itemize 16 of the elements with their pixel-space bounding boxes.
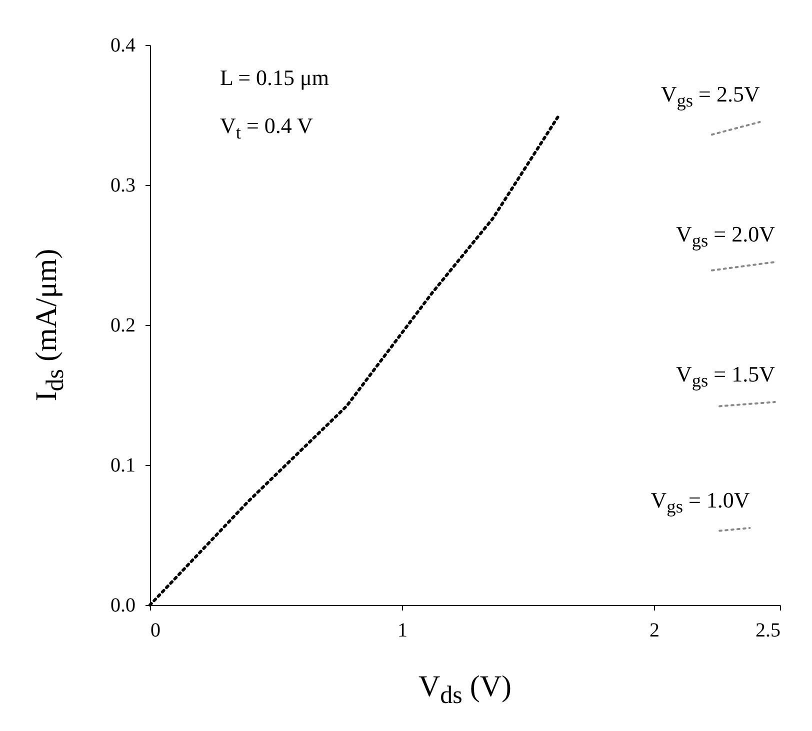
- y-tick-label: 0.2: [110, 314, 136, 336]
- x-tick-label: 0: [150, 620, 160, 642]
- y-tick-label: 0.4: [110, 34, 136, 56]
- y-tick-label: 0.1: [110, 454, 136, 476]
- series-label: V$_{gs}$ = 2.0V: [676, 221, 775, 251]
- x-tick-label: 2.5: [756, 620, 780, 642]
- y-tick-label: 0.3: [110, 174, 136, 196]
- y-tick-label: 0.0: [110, 594, 136, 616]
- series-label: V$_{gs}$ = 1.5V: [676, 361, 775, 391]
- series-label: V$_{gs}$ = 1.0V: [650, 487, 750, 517]
- x-tick-label: 1: [398, 620, 408, 642]
- x-tick-label: 2: [650, 620, 660, 642]
- annotation: V$_{t}$ = 0.4 V: [220, 113, 313, 142]
- annotation: L = 0.15 μm: [220, 65, 329, 90]
- x-axis-title: V$_{ds}$ (V): [418, 670, 512, 709]
- series-label: V$_{gs}$ = 2.5V: [660, 81, 760, 111]
